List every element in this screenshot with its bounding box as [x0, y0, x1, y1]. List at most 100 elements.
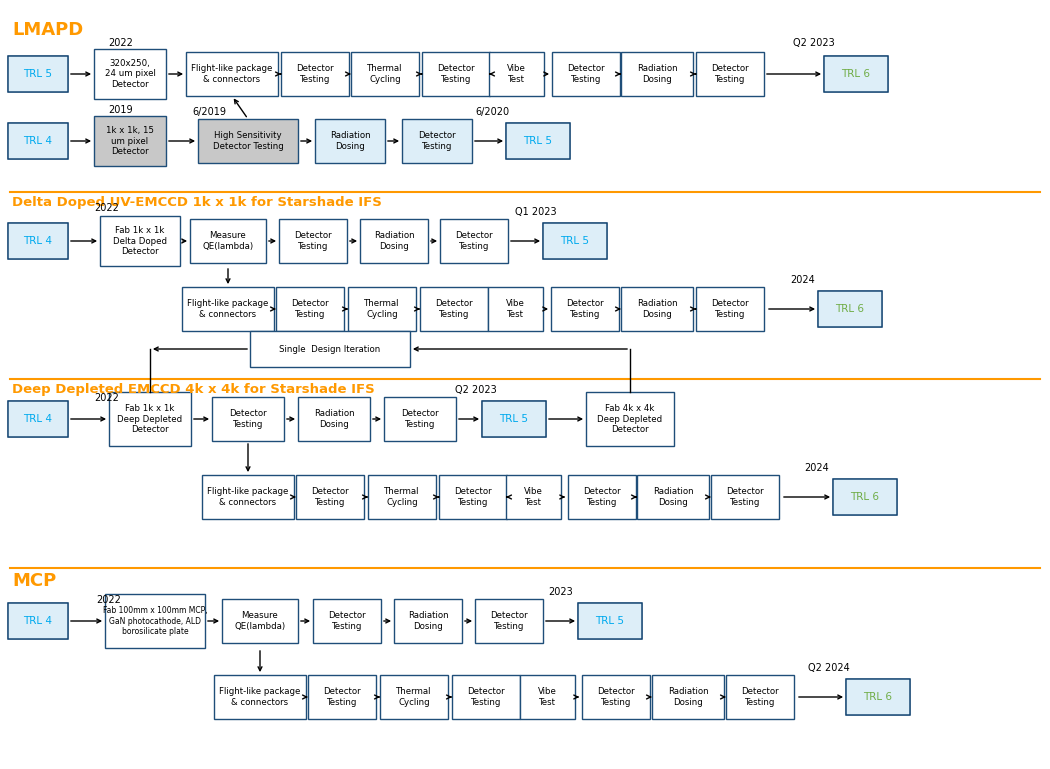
FancyBboxPatch shape: [696, 52, 764, 96]
Text: Flight-like package
& connectors: Flight-like package & connectors: [219, 687, 300, 707]
FancyBboxPatch shape: [394, 599, 462, 643]
Text: Delta Doped UV-EMCCD 1k x 1k for Starshade IFS: Delta Doped UV-EMCCD 1k x 1k for Starsha…: [12, 196, 382, 209]
Text: Detector
Testing: Detector Testing: [311, 488, 349, 507]
Text: Detector
Testing: Detector Testing: [291, 299, 329, 318]
FancyBboxPatch shape: [543, 223, 607, 259]
Text: Thermal
Cycling: Thermal Cycling: [384, 488, 420, 507]
FancyBboxPatch shape: [475, 599, 543, 643]
Text: Radiation
Dosing: Radiation Dosing: [636, 65, 677, 84]
Text: MCP: MCP: [12, 572, 57, 590]
Text: TRL 5: TRL 5: [500, 414, 528, 424]
Text: Q1 2023: Q1 2023: [514, 207, 556, 217]
FancyBboxPatch shape: [298, 397, 370, 441]
FancyBboxPatch shape: [846, 679, 910, 715]
Text: Radiation
Dosing: Radiation Dosing: [636, 299, 677, 318]
Text: Thermal
Cycling: Thermal Cycling: [396, 687, 432, 707]
FancyBboxPatch shape: [696, 287, 764, 331]
FancyBboxPatch shape: [281, 52, 349, 96]
Text: Vibe
Test: Vibe Test: [524, 488, 543, 507]
FancyBboxPatch shape: [212, 397, 284, 441]
FancyBboxPatch shape: [824, 56, 888, 92]
Text: Detector
Testing: Detector Testing: [296, 65, 334, 84]
Text: Flight-like package
& connectors: Flight-like package & connectors: [187, 299, 269, 318]
Text: Detector
Testing: Detector Testing: [401, 409, 439, 428]
FancyBboxPatch shape: [621, 52, 693, 96]
Text: Fab 4k x 4k
Deep Depleted
Detector: Fab 4k x 4k Deep Depleted Detector: [597, 404, 663, 434]
FancyBboxPatch shape: [308, 675, 376, 719]
FancyBboxPatch shape: [313, 599, 381, 643]
FancyBboxPatch shape: [520, 675, 574, 719]
FancyBboxPatch shape: [8, 401, 68, 437]
Text: Q2 2023: Q2 2023: [793, 38, 835, 48]
FancyBboxPatch shape: [276, 287, 344, 331]
FancyBboxPatch shape: [551, 287, 620, 331]
Text: Detector
Testing: Detector Testing: [597, 687, 635, 707]
Text: High Sensitivity
Detector Testing: High Sensitivity Detector Testing: [212, 131, 284, 151]
Text: Detector
Testing: Detector Testing: [323, 687, 361, 707]
FancyBboxPatch shape: [348, 287, 416, 331]
FancyBboxPatch shape: [198, 119, 298, 163]
Text: 2022: 2022: [96, 595, 121, 605]
Text: Radiation
Dosing: Radiation Dosing: [407, 611, 448, 631]
FancyBboxPatch shape: [420, 287, 488, 331]
Text: Radiation
Dosing: Radiation Dosing: [668, 687, 709, 707]
Text: Detector
Testing: Detector Testing: [467, 687, 505, 707]
Text: Detector
Testing: Detector Testing: [455, 488, 491, 507]
FancyBboxPatch shape: [452, 675, 520, 719]
Text: Detector
Testing: Detector Testing: [741, 687, 779, 707]
FancyBboxPatch shape: [833, 479, 897, 515]
FancyBboxPatch shape: [711, 475, 779, 519]
FancyBboxPatch shape: [439, 475, 507, 519]
FancyBboxPatch shape: [384, 397, 456, 441]
FancyBboxPatch shape: [296, 475, 364, 519]
Text: TRL 6: TRL 6: [863, 692, 892, 702]
Text: 320x250,
24 um pixel
Detector: 320x250, 24 um pixel Detector: [105, 59, 155, 89]
Text: 2024: 2024: [804, 463, 828, 473]
FancyBboxPatch shape: [94, 116, 166, 166]
FancyBboxPatch shape: [488, 52, 544, 96]
Text: Flight-like package
& connectors: Flight-like package & connectors: [191, 65, 273, 84]
Text: Detector
Testing: Detector Testing: [456, 231, 492, 251]
Text: Detector
Testing: Detector Testing: [567, 65, 605, 84]
Text: Fab 1k x 1k
Delta Doped
Detector: Fab 1k x 1k Delta Doped Detector: [113, 226, 167, 256]
Text: Single  Design Iteration: Single Design Iteration: [279, 345, 380, 354]
Text: 6/2020: 6/2020: [475, 107, 509, 117]
Text: Flight-like package
& connectors: Flight-like package & connectors: [207, 488, 289, 507]
FancyBboxPatch shape: [105, 594, 205, 648]
Text: Deep Depleted EMCCD 4k x 4k for Starshade IFS: Deep Depleted EMCCD 4k x 4k for Starshad…: [12, 383, 375, 396]
Text: Measure
QE(lambda): Measure QE(lambda): [203, 231, 253, 251]
FancyBboxPatch shape: [250, 331, 410, 367]
FancyBboxPatch shape: [652, 675, 724, 719]
FancyBboxPatch shape: [422, 52, 490, 96]
FancyBboxPatch shape: [8, 223, 68, 259]
Text: TRL 4: TRL 4: [23, 414, 52, 424]
Text: 2022: 2022: [108, 38, 133, 48]
Text: LMAPD: LMAPD: [12, 21, 83, 39]
Text: Detector
Testing: Detector Testing: [583, 488, 621, 507]
Text: Detector
Testing: Detector Testing: [229, 409, 267, 428]
FancyBboxPatch shape: [586, 392, 674, 446]
Text: Radiation
Dosing: Radiation Dosing: [330, 131, 371, 151]
Text: Detector
Testing: Detector Testing: [329, 611, 365, 631]
Text: Q2 2024: Q2 2024: [808, 663, 849, 673]
Text: Detector
Testing: Detector Testing: [566, 299, 604, 318]
Text: 2022: 2022: [94, 393, 119, 403]
FancyBboxPatch shape: [380, 675, 448, 719]
Text: Detector
Testing: Detector Testing: [435, 299, 472, 318]
FancyBboxPatch shape: [100, 216, 180, 266]
FancyBboxPatch shape: [568, 475, 636, 519]
Text: TRL 6: TRL 6: [841, 69, 870, 79]
FancyBboxPatch shape: [818, 291, 882, 327]
Text: Measure
QE(lambda): Measure QE(lambda): [234, 611, 286, 631]
Text: 6/2019: 6/2019: [192, 107, 226, 117]
FancyBboxPatch shape: [482, 401, 546, 437]
FancyBboxPatch shape: [94, 49, 166, 99]
FancyBboxPatch shape: [202, 475, 294, 519]
FancyBboxPatch shape: [505, 475, 561, 519]
Text: 2024: 2024: [790, 275, 815, 285]
Text: Detector
Testing: Detector Testing: [711, 299, 749, 318]
FancyBboxPatch shape: [214, 675, 306, 719]
FancyBboxPatch shape: [506, 123, 570, 159]
FancyBboxPatch shape: [578, 603, 642, 639]
Text: TRL 6: TRL 6: [836, 304, 864, 314]
